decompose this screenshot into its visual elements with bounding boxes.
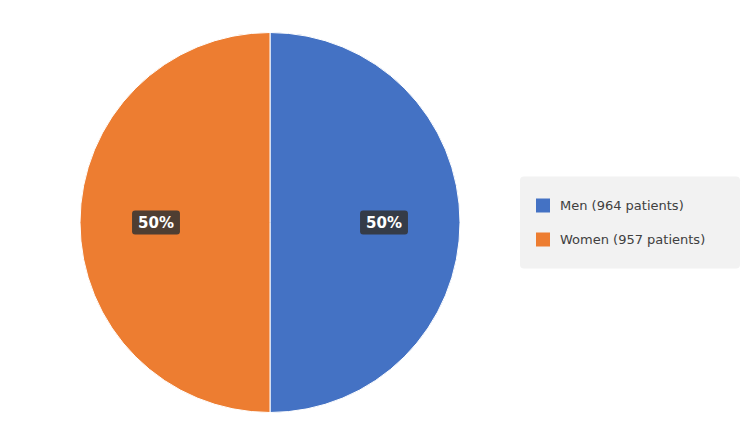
- data-label-group: 50%: [132, 211, 180, 235]
- legend-swatch: [536, 233, 550, 247]
- data-label-background: [360, 211, 408, 235]
- legend-label: Men (964 patients): [560, 198, 684, 213]
- legend-background: [520, 177, 740, 269]
- legend-swatch: [536, 199, 550, 213]
- data-label-background: [132, 211, 180, 235]
- chart-container: 50% 50% Men (964 patients) Women (957 patie…: [0, 0, 755, 445]
- data-label-group: 50%: [360, 211, 408, 235]
- data-label: 50%: [366, 214, 402, 232]
- data-label: 50%: [138, 214, 174, 232]
- pie-slice: [80, 33, 270, 413]
- chart-svg: 50% 50% Men (964 patients) Women (957 patie…: [0, 0, 755, 445]
- legend: Men (964 patients) Women (957 patients): [520, 177, 740, 269]
- data-labels: 50% 50%: [132, 211, 408, 235]
- legend-label: Women (957 patients): [560, 232, 705, 247]
- pie-slice: [270, 33, 460, 413]
- slices: [80, 33, 460, 413]
